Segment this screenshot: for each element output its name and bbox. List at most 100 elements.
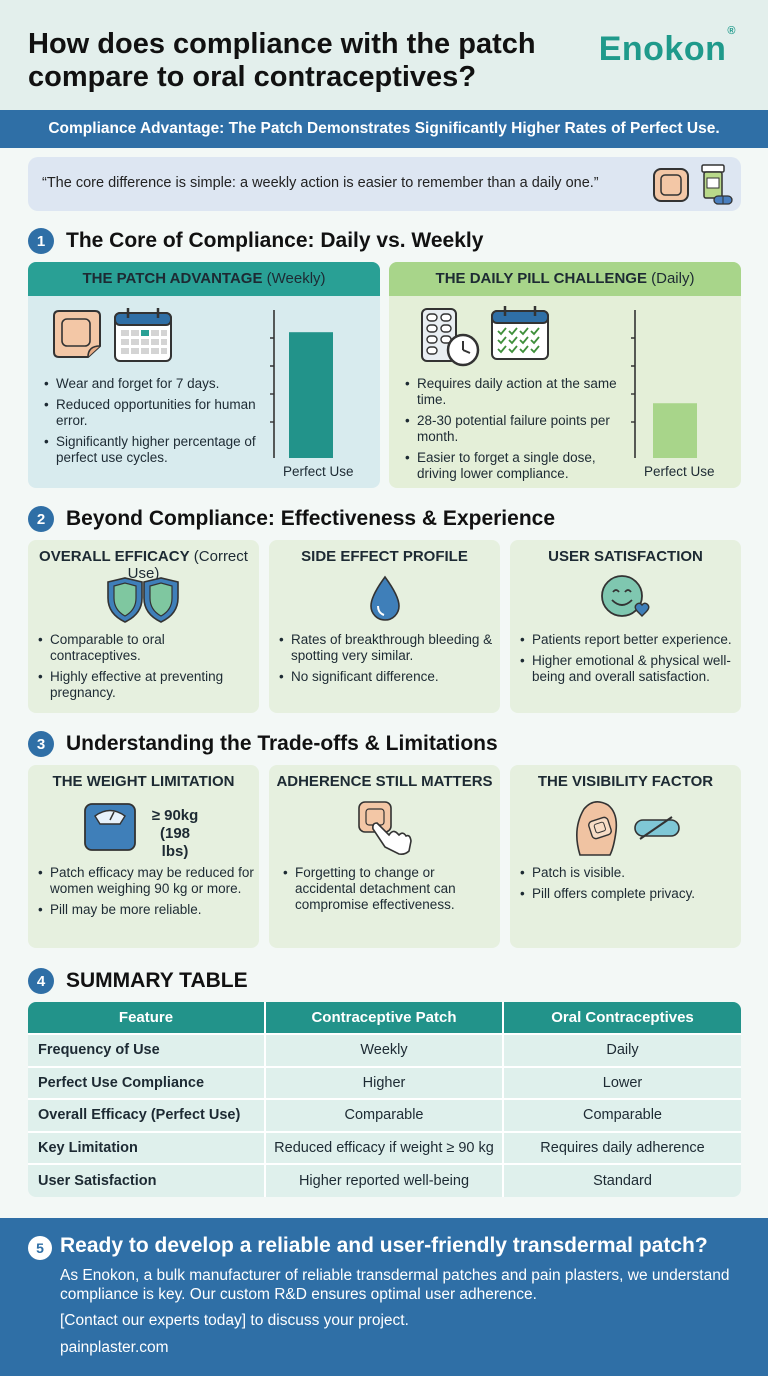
- summary-table: Feature Contraceptive Patch Oral Contrac…: [28, 1002, 741, 1197]
- list-item: Pill offers complete privacy.: [520, 886, 738, 902]
- list-item: Patients report better experience.: [520, 632, 738, 648]
- card-title: THE VISIBILITY FACTOR: [537, 773, 714, 790]
- side-effect-card: SIDE EFFECT PROFILE Rates of breakthroug…: [269, 540, 500, 713]
- table-row: Perfect Use Compliance Higher Lower: [28, 1065, 741, 1099]
- patch-bullets: Wear and forget for 7 days. Reduced oppo…: [44, 376, 276, 471]
- column-header: Contraceptive Patch: [265, 1002, 504, 1034]
- section-number: 5: [28, 1236, 52, 1260]
- section-number: 1: [28, 228, 54, 254]
- table-cell: Perfect Use Compliance: [28, 1065, 266, 1099]
- pill-bottle-icon: [701, 164, 733, 205]
- table-cell: Standard: [503, 1163, 741, 1197]
- column-header: Feature: [28, 1002, 266, 1034]
- card-title: OVERALL EFFICACY (Correct Use): [39, 548, 248, 582]
- patch-icon: [653, 168, 689, 202]
- table-cell: Higher: [265, 1065, 504, 1099]
- table-cell: Frequency of Use: [28, 1033, 266, 1067]
- side-effect-bullets: Rates of breakthrough bleeding & spottin…: [279, 632, 494, 690]
- list-item: 28-30 potential failure points per month…: [405, 413, 635, 445]
- list-item: Highly effective at preventing pregnancy…: [38, 669, 253, 701]
- list-item: Pill may be more reliable.: [38, 902, 256, 918]
- banner: Compliance Advantage: The Patch Demonstr…: [0, 110, 768, 148]
- cta-footer: 5 Ready to develop a reliable and user-f…: [0, 1218, 768, 1376]
- table-cell: Lower: [503, 1065, 741, 1099]
- arm-patch-icon: [576, 801, 618, 856]
- adherence-bullets: Forgetting to change or accidental detac…: [283, 865, 495, 918]
- patch-icon: [53, 310, 101, 358]
- patch-perfect-use-chart: [270, 310, 333, 458]
- table-cell: Weekly: [265, 1033, 504, 1067]
- section-1-heading: 1 The Core of Compliance: Daily vs. Week…: [28, 228, 483, 254]
- finger-patch-icon: [358, 801, 412, 855]
- table-row: Overall Efficacy (Perfect Use) Comparabl…: [28, 1098, 741, 1132]
- footer-body: As Enokon, a bulk manufacturer of reliab…: [60, 1267, 730, 1303]
- perfect-use-bar: [289, 332, 333, 458]
- weight-threshold: ≥ 90kg (198 lbs): [151, 807, 199, 860]
- list-item: No significant difference.: [279, 669, 494, 685]
- list-item: Wear and forget for 7 days.: [44, 376, 276, 392]
- quote-box: “The core difference is simple: a weekly…: [28, 157, 741, 211]
- contact-experts-link[interactable]: [Contact our experts today] to discuss y…: [60, 1312, 409, 1329]
- table-row: User Satisfaction Higher reported well-b…: [28, 1163, 741, 1197]
- section-title: Understanding the Trade-offs & Limitatio…: [66, 732, 498, 755]
- chart-label: Perfect Use: [644, 464, 715, 479]
- section-3-heading: 3 Understanding the Trade-offs & Limitat…: [28, 731, 498, 757]
- section-title: Beyond Compliance: Effectiveness & Exper…: [66, 507, 555, 530]
- perfect-use-bar: [653, 403, 697, 458]
- quote-text: “The core difference is simple: a weekly…: [42, 175, 599, 191]
- list-item: Rates of breakthrough bleeding & spottin…: [279, 632, 494, 664]
- list-item: Patch efficacy may be reduced for women …: [38, 865, 256, 897]
- daily-calendar-icon: [491, 306, 549, 360]
- section-number: 2: [28, 506, 54, 532]
- list-item: Patch is visible.: [520, 865, 738, 881]
- panel-heading: THE PATCH ADVANTAGE (Weekly): [28, 262, 380, 296]
- table-cell: Reduced efficacy if weight ≥ 90 kg: [265, 1130, 504, 1164]
- scale-icon: [84, 803, 136, 851]
- table-cell: Daily: [503, 1033, 741, 1067]
- list-item: Forgetting to change or accidental detac…: [283, 865, 495, 913]
- table-header-row: Feature Contraceptive Patch Oral Contrac…: [28, 1002, 741, 1034]
- brand-logo[interactable]: Enokon®: [598, 24, 736, 68]
- section-number: 3: [28, 731, 54, 757]
- adherence-card: ADHERENCE STILL MATTERS Forgetting to ch…: [269, 765, 500, 948]
- registered-mark: ®: [727, 24, 736, 37]
- visibility-card: THE VISIBILITY FACTOR Patch is visible. …: [510, 765, 741, 948]
- section-4-heading: 4 SUMMARY TABLE: [28, 968, 248, 994]
- pill-pack-clock-icon: [421, 308, 480, 367]
- pill-perfect-use-chart: [631, 310, 697, 458]
- card-title: THE WEIGHT LIMITATION: [52, 773, 235, 790]
- satisfaction-bullets: Patients report better experience. Highe…: [520, 632, 738, 690]
- list-item: Significantly higher percentage of perfe…: [44, 434, 276, 466]
- efficacy-card: OVERALL EFFICACY (Correct Use) Comparabl…: [28, 540, 259, 713]
- table-cell: Overall Efficacy (Perfect Use): [28, 1098, 266, 1132]
- panel-heading: THE DAILY PILL CHALLENGE (Daily): [389, 262, 741, 296]
- table-row: Key Limitation Reduced efficacy if weigh…: [28, 1130, 741, 1164]
- patch-advantage-panel: THE PATCH ADVANTAGE (Weekly) Wear and fo…: [28, 262, 380, 488]
- pill-bullets: Requires daily action at the same time. …: [405, 376, 635, 487]
- table-cell: User Satisfaction: [28, 1163, 266, 1197]
- table-cell: Key Limitation: [28, 1130, 266, 1164]
- table-row: Frequency of Use Weekly Daily: [28, 1033, 741, 1067]
- list-item: Easier to forget a single dose, driving …: [405, 450, 635, 482]
- card-title: ADHERENCE STILL MATTERS: [276, 773, 493, 790]
- weight-limitation-card: THE WEIGHT LIMITATION ≥ 90kg (198 lbs) P…: [28, 765, 259, 948]
- list-item: Reduced opportunities for human error.: [44, 397, 276, 429]
- daily-pill-panel: THE DAILY PILL CHALLENGE (Daily) Require…: [389, 262, 741, 488]
- droplet-icon: [370, 575, 400, 621]
- satisfaction-card: USER SATISFACTION Patients report better…: [510, 540, 741, 713]
- page-title: How does compliance with the patch compa…: [28, 28, 536, 93]
- column-header: Oral Contraceptives: [503, 1002, 741, 1034]
- table-cell: Requires daily adherence: [503, 1130, 741, 1164]
- section-title: SUMMARY TABLE: [66, 969, 248, 992]
- section-2-heading: 2 Beyond Compliance: Effectiveness & Exp…: [28, 506, 555, 532]
- footer-title: Ready to develop a reliable and user-fri…: [60, 1234, 708, 1257]
- list-item: Requires daily action at the same time.: [405, 376, 635, 408]
- efficacy-bullets: Comparable to oral contraceptives. Highl…: [38, 632, 253, 706]
- weekly-calendar-icon: [114, 308, 172, 362]
- website-link[interactable]: painplaster.com: [60, 1339, 169, 1356]
- chart-label: Perfect Use: [283, 464, 354, 479]
- table-cell: Higher reported well-being: [265, 1163, 504, 1197]
- card-title: USER SATISFACTION: [548, 548, 703, 565]
- table-cell: Comparable: [503, 1098, 741, 1132]
- weight-bullets: Patch efficacy may be reduced for women …: [38, 865, 256, 923]
